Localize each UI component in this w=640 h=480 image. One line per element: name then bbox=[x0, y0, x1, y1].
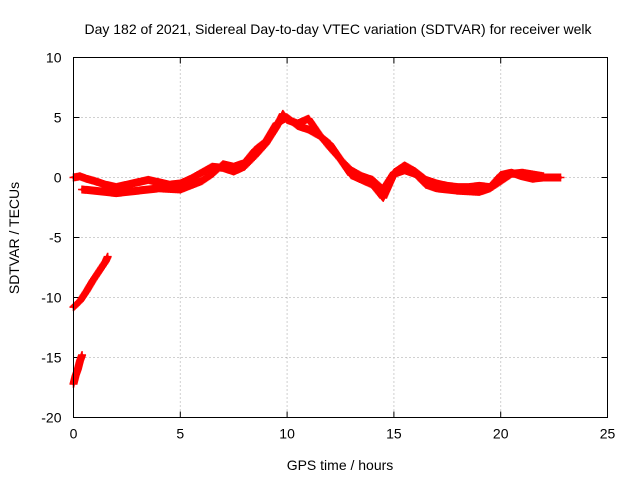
data-point bbox=[242, 161, 246, 165]
data-point bbox=[106, 255, 110, 259]
data-point bbox=[274, 122, 278, 125]
series-lower-segment-2 bbox=[69, 351, 87, 388]
x-axis-label: GPS time / hours bbox=[287, 457, 394, 473]
data-point bbox=[392, 172, 396, 176]
plot-frame bbox=[73, 57, 608, 418]
x-tick-label: 15 bbox=[386, 426, 402, 442]
data-point bbox=[80, 353, 84, 357]
data-point bbox=[178, 182, 182, 185]
data-point bbox=[157, 186, 161, 190]
data-point bbox=[296, 124, 300, 128]
x-tick-label: 5 bbox=[176, 426, 184, 442]
y-tick-label: 0 bbox=[54, 170, 62, 186]
data-point bbox=[424, 183, 428, 187]
data-point bbox=[435, 186, 439, 190]
data-point bbox=[104, 260, 108, 263]
data-point bbox=[200, 171, 204, 175]
data-point bbox=[541, 174, 545, 178]
data-point bbox=[552, 176, 556, 179]
chart-title: Day 182 of 2021, Sidereal Day-to-day VTE… bbox=[84, 21, 592, 37]
data-point bbox=[114, 191, 118, 195]
data-point bbox=[104, 190, 108, 194]
data-point bbox=[281, 112, 285, 116]
data-point bbox=[136, 189, 140, 193]
y-tick-label: -20 bbox=[41, 410, 61, 426]
y-tick-label: 5 bbox=[54, 110, 62, 126]
data-point bbox=[317, 134, 321, 137]
series-lower-segment-1 bbox=[69, 252, 112, 312]
data-point bbox=[114, 185, 118, 189]
data-point bbox=[559, 176, 563, 179]
data-point bbox=[520, 171, 524, 175]
data-points bbox=[69, 109, 565, 388]
data-point bbox=[125, 183, 129, 187]
data-point bbox=[146, 178, 150, 182]
data-point bbox=[80, 188, 84, 191]
data-point bbox=[285, 116, 289, 119]
data-point bbox=[477, 184, 481, 188]
data-point bbox=[360, 178, 364, 182]
y-tick-label: -10 bbox=[41, 290, 61, 306]
series-secondary bbox=[78, 113, 548, 202]
data-point bbox=[104, 183, 108, 187]
data-point bbox=[403, 164, 407, 167]
data-point bbox=[76, 368, 80, 371]
x-tick-label: 20 bbox=[493, 426, 509, 442]
data-point bbox=[403, 168, 407, 172]
data-point bbox=[200, 179, 204, 183]
data-point bbox=[253, 148, 257, 152]
data-point bbox=[136, 180, 140, 184]
tick-labels: 0 5 10 15 20 25 -20 -15 -10 -5 0 5 10 bbox=[41, 50, 615, 442]
data-point bbox=[78, 174, 82, 178]
data-point bbox=[74, 374, 78, 377]
data-point bbox=[413, 172, 417, 176]
data-point bbox=[84, 177, 88, 181]
data-point bbox=[381, 196, 385, 200]
data-point bbox=[91, 279, 95, 283]
data-point bbox=[339, 158, 342, 161]
data-point bbox=[232, 170, 236, 173]
data-point bbox=[78, 299, 82, 303]
data-point bbox=[306, 128, 310, 131]
data-point bbox=[232, 165, 236, 169]
series-main bbox=[69, 109, 565, 194]
grid-lines bbox=[73, 57, 608, 418]
data-point bbox=[93, 179, 97, 183]
y-axis-label: SDTVAR / TECUs bbox=[6, 182, 22, 294]
x-tick-label: 10 bbox=[279, 426, 295, 442]
data-point bbox=[221, 162, 225, 166]
data-point bbox=[178, 188, 182, 191]
data-point bbox=[371, 183, 375, 187]
x-tick-label: 25 bbox=[600, 426, 616, 442]
data-point bbox=[488, 186, 492, 190]
data-point bbox=[97, 269, 101, 273]
data-point bbox=[328, 142, 332, 146]
data-point bbox=[210, 172, 214, 176]
data-point bbox=[306, 117, 310, 121]
y-tick-label: -5 bbox=[49, 230, 62, 246]
data-point bbox=[264, 140, 268, 143]
data-point bbox=[189, 177, 193, 181]
data-point bbox=[93, 189, 97, 193]
x-tick-label: 0 bbox=[70, 426, 78, 442]
data-point bbox=[84, 290, 88, 293]
data-point bbox=[477, 190, 481, 194]
data-point bbox=[210, 165, 214, 169]
data-point bbox=[349, 173, 353, 177]
data-point bbox=[456, 189, 460, 193]
y-tick-label: 10 bbox=[46, 50, 62, 66]
y-tick-label: -15 bbox=[41, 350, 61, 366]
data-point bbox=[499, 179, 503, 183]
data-point bbox=[499, 173, 503, 177]
data-point bbox=[509, 172, 513, 176]
data-point bbox=[78, 359, 82, 363]
data-point bbox=[157, 180, 161, 184]
series-path bbox=[69, 109, 565, 194]
